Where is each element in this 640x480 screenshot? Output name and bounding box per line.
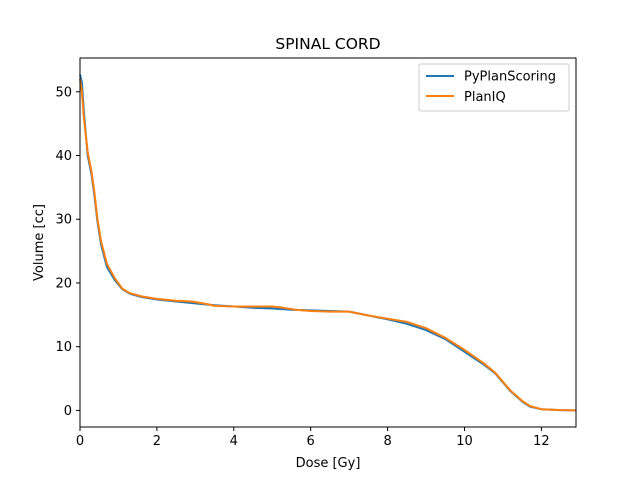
y-tick-label: 40 bbox=[55, 149, 72, 164]
y-tick-label: 50 bbox=[55, 85, 72, 100]
legend-label-planiq: PlanIQ bbox=[464, 90, 506, 105]
y-tick-label: 30 bbox=[55, 213, 72, 228]
x-tick-label: 6 bbox=[307, 434, 315, 449]
y-axis-title: Volume [cc] bbox=[32, 204, 47, 281]
x-tick-label: 0 bbox=[76, 434, 84, 449]
x-axis-ticks: 0 2 4 6 8 10 12 bbox=[76, 427, 550, 449]
legend-label-pyplanscoring: PyPlanScoring bbox=[464, 70, 556, 85]
y-tick-label: 10 bbox=[55, 340, 72, 355]
x-tick-label: 8 bbox=[383, 434, 391, 449]
plot-frame bbox=[79, 57, 577, 428]
x-tick-label: 12 bbox=[533, 434, 550, 449]
y-axis-ticks: 0 10 20 30 40 50 bbox=[55, 85, 80, 419]
legend-box bbox=[418, 63, 570, 112]
chart-title: SPINAL CORD bbox=[275, 35, 380, 53]
x-tick-label: 2 bbox=[153, 434, 161, 449]
x-axis-title: Dose [Gy] bbox=[296, 456, 361, 471]
legend: PyPlanScoring PlanIQ bbox=[418, 63, 570, 112]
y-tick-label: 20 bbox=[55, 276, 72, 291]
x-tick-label: 4 bbox=[230, 434, 238, 449]
y-tick-label: 0 bbox=[64, 404, 72, 419]
x-tick-label: 10 bbox=[456, 434, 473, 449]
plot-lines bbox=[79, 74, 577, 412]
series-line-planiq bbox=[79, 78, 577, 412]
